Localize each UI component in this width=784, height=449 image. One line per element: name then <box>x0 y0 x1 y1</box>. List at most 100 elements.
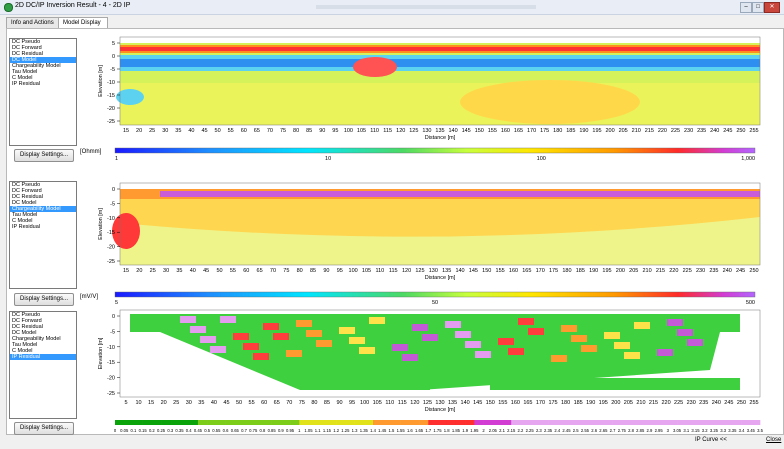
ip-residual-cell <box>667 319 683 326</box>
ip-residual-cell <box>614 342 630 349</box>
colorbar-3-cell <box>290 420 300 425</box>
colorbar-3-cell <box>741 420 752 425</box>
x-tick-label: 80 <box>297 268 303 274</box>
blurred-title-area <box>316 5 536 9</box>
x-tick-label: 225 <box>674 400 683 406</box>
x-tick-label: 125 <box>409 128 418 134</box>
model-list-item[interactable]: DC Residual <box>12 194 43 200</box>
x-tick-label: 65 <box>254 128 260 134</box>
display-settings-button-3[interactable]: Display Settings... <box>14 422 74 435</box>
y-tick-label: -25 <box>107 391 115 397</box>
model-list-item[interactable]: Chargeability Model <box>12 63 61 69</box>
colorbar-label: 2.3 <box>536 428 542 433</box>
x-tick-label: 25 <box>173 400 179 406</box>
chargeability-model-frame <box>119 182 761 266</box>
model-list-item[interactable]: DC Model <box>12 200 37 206</box>
colorbar-3-cell <box>124 420 134 425</box>
x-tick-label: 150 <box>486 400 495 406</box>
chargeability-yellow-zone <box>120 189 760 237</box>
model-list-1[interactable]: DC Pseudo DC Forward DC Residual DC Model Ch… <box>9 38 77 146</box>
y-tick-label: -5 <box>110 329 115 335</box>
model-list-item[interactable]: DC Residual <box>12 324 43 330</box>
colorbar-3-cell <box>483 420 494 425</box>
x-tick-label: 245 <box>723 128 732 134</box>
colorbar-label: 2.95 <box>655 428 664 433</box>
x-tick-label: 205 <box>629 268 638 274</box>
colorbar-3-cell <box>336 420 346 425</box>
model-list-item[interactable]: DC Forward <box>12 188 42 194</box>
y-tick-label: -15 <box>107 360 115 366</box>
chargeability-left-anomaly <box>112 213 140 249</box>
model-list-item[interactable]: C Model <box>12 218 33 224</box>
x-tick-label: 110 <box>385 400 394 406</box>
model-list-item[interactable]: DC Pseudo <box>12 39 41 45</box>
model-list-item[interactable]: DC Model <box>10 57 76 63</box>
colorbar-3-cell <box>409 420 420 425</box>
model-list-item[interactable]: DC Pseudo <box>12 312 41 318</box>
x-tick-label: 145 <box>469 268 478 274</box>
model-list-item[interactable]: C Model <box>12 75 33 81</box>
x-tick-label: 115 <box>398 400 407 406</box>
x-tick-label: 90 <box>336 400 342 406</box>
model-list-item[interactable]: Chargeability Model <box>10 206 76 212</box>
colorbar-label: 0.3 <box>167 428 173 433</box>
ip-residual-cell <box>273 333 289 340</box>
x-tick-label: 140 <box>455 268 464 274</box>
colorbar-3-cell <box>511 420 521 425</box>
model-list-item[interactable]: Tau Model <box>12 69 38 75</box>
display-settings-button-1[interactable]: Display Settings... <box>14 149 74 162</box>
model-list-3[interactable]: DC Pseudo DC Forward DC Residual DC Model Ch… <box>9 311 77 419</box>
model-list-item[interactable]: Tau Model <box>12 212 38 218</box>
x-tick-label: 150 <box>482 268 491 274</box>
x-tick-label: 135 <box>435 128 444 134</box>
x-tick-label: 50 <box>216 268 222 274</box>
close-button[interactable]: Close <box>766 437 782 443</box>
ip-residual-cell <box>634 322 650 329</box>
colorbar-1 <box>114 147 756 154</box>
x-tick-label: 215 <box>645 128 654 134</box>
colorbar-label: 3.5 <box>757 428 763 433</box>
model-list-item[interactable]: C Model <box>12 348 33 354</box>
ip-residual-cell <box>581 345 597 352</box>
x-tick-label: 245 <box>724 400 733 406</box>
ip-curve-button[interactable]: IP Curve << <box>695 437 727 443</box>
model-list-item[interactable]: DC Forward <box>12 318 42 324</box>
display-settings-button-2[interactable]: Display Settings... <box>14 293 74 306</box>
model-list-item[interactable]: IP Residual <box>10 354 76 360</box>
x-tick-label: 15 <box>123 268 129 274</box>
model-list-item[interactable]: DC Forward <box>12 45 42 51</box>
maximize-button[interactable]: □ <box>752 2 764 13</box>
colorbar-3-cell <box>465 420 475 425</box>
y-axis-label: Elevation [m] <box>98 337 104 369</box>
model-list-item[interactable]: Chargeability Model <box>12 336 61 342</box>
close-window-button[interactable]: ✕ <box>764 2 780 13</box>
ip-residual-cell <box>422 334 438 341</box>
x-tick-label: 35 <box>175 128 181 134</box>
y-tick-label: -5 <box>110 201 115 207</box>
x-tick-label: 170 <box>536 268 545 274</box>
x-tick-label: 250 <box>737 400 746 406</box>
colorbar-label: 100 <box>537 156 546 162</box>
colorbar-label: 0.2 <box>149 428 155 433</box>
colorbar-label: 1 <box>298 428 301 433</box>
model-list-item[interactable]: DC Model <box>12 330 37 336</box>
colorbar-3-cell <box>529 420 540 425</box>
model-list-item[interactable]: DC Residual <box>12 51 43 57</box>
colorbar-3-cell <box>207 420 217 425</box>
model-list-item[interactable]: DC Pseudo <box>12 182 41 188</box>
model-list-item[interactable]: Tau Model <box>12 342 38 348</box>
x-tick-label: 70 <box>270 268 276 274</box>
x-tick-label: 125 <box>415 268 424 274</box>
minimize-button[interactable]: – <box>740 2 752 13</box>
ip-residual-cell <box>200 336 216 343</box>
model-list-2[interactable]: DC Pseudo DC Forward DC Residual DC Model Ch… <box>9 181 77 289</box>
x-tick-label: 105 <box>357 128 366 134</box>
model-list-item[interactable]: IP Residual <box>12 81 41 87</box>
colorbar-label: 2.35 <box>544 428 553 433</box>
model-list-item[interactable]: IP Residual <box>12 224 41 230</box>
x-tick-label: 215 <box>656 268 665 274</box>
colorbar-3-cell <box>142 420 153 425</box>
x-tick-label: 185 <box>576 268 585 274</box>
colorbar-label: 0.45 <box>194 428 203 433</box>
colorbar-label: 2.25 <box>526 428 535 433</box>
